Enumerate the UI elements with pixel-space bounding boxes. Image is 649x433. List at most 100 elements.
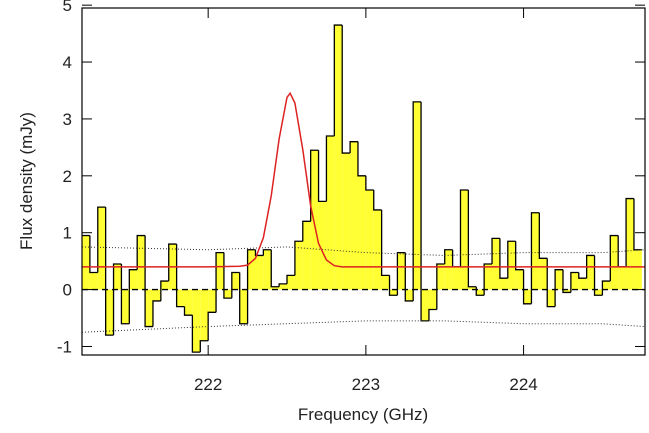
bar bbox=[389, 289, 398, 296]
bar bbox=[145, 289, 153, 327]
step-edge bbox=[97, 206, 106, 273]
y-tick-label: 5 bbox=[63, 0, 72, 15]
step-edge bbox=[207, 311, 217, 341]
step-edge bbox=[302, 220, 311, 242]
step-edge bbox=[341, 25, 351, 154]
step-edge bbox=[144, 235, 153, 328]
y-tick-label: -1 bbox=[57, 337, 72, 356]
step-edge bbox=[499, 238, 508, 279]
bar bbox=[492, 238, 500, 290]
noise-upper bbox=[82, 246, 645, 256]
bar bbox=[507, 241, 516, 290]
step-edge bbox=[278, 283, 288, 287]
bar bbox=[184, 289, 193, 316]
bar bbox=[460, 190, 469, 290]
bar bbox=[263, 249, 272, 290]
bar bbox=[97, 207, 106, 290]
bar bbox=[484, 263, 493, 290]
bar bbox=[137, 235, 146, 290]
step-edge bbox=[223, 252, 232, 299]
step-edge bbox=[262, 249, 272, 256]
step-edge bbox=[160, 280, 169, 301]
noise-lower bbox=[82, 320, 645, 333]
step-edge bbox=[554, 269, 563, 307]
bar bbox=[397, 252, 406, 290]
x-tick-label: 224 bbox=[509, 375, 537, 394]
y-axis-label: Flux density (mJy) bbox=[17, 112, 36, 250]
bar bbox=[476, 289, 485, 296]
fit-curve bbox=[82, 91, 645, 268]
step-edge bbox=[380, 209, 390, 277]
step-edge bbox=[546, 258, 556, 308]
bar bbox=[216, 252, 224, 290]
step-edge bbox=[349, 141, 358, 154]
bar bbox=[626, 198, 634, 290]
bar bbox=[444, 249, 453, 290]
bar bbox=[602, 281, 611, 290]
bar bbox=[468, 286, 477, 290]
step-edge bbox=[325, 135, 335, 202]
step-edge bbox=[89, 235, 98, 274]
bar bbox=[121, 289, 130, 324]
bar bbox=[405, 289, 414, 301]
step-edge bbox=[191, 315, 201, 353]
bar bbox=[318, 201, 327, 290]
bar bbox=[594, 289, 603, 296]
step-edge bbox=[183, 306, 193, 316]
step-edge bbox=[570, 271, 579, 293]
step-edge bbox=[136, 234, 146, 270]
bar bbox=[562, 289, 571, 293]
bar bbox=[499, 278, 508, 290]
bar bbox=[113, 263, 122, 290]
bar bbox=[428, 289, 437, 310]
y-tick-label: 1 bbox=[63, 224, 72, 243]
bar bbox=[200, 289, 209, 341]
step-edge bbox=[254, 249, 264, 257]
step-edge bbox=[538, 212, 548, 259]
bar bbox=[342, 153, 351, 290]
bar bbox=[555, 269, 563, 290]
step-edge bbox=[491, 237, 500, 264]
step-edge bbox=[239, 272, 248, 325]
bar bbox=[247, 249, 256, 290]
y-tick-label: 3 bbox=[63, 110, 72, 129]
bar bbox=[192, 289, 201, 353]
step-edge bbox=[625, 197, 634, 267]
step-edge bbox=[444, 249, 453, 264]
step-edge bbox=[310, 149, 319, 222]
y-tick-label: 0 bbox=[63, 281, 72, 300]
bar bbox=[570, 272, 579, 290]
bar bbox=[633, 249, 642, 290]
step-edge bbox=[231, 271, 240, 299]
step-edge bbox=[404, 252, 414, 302]
x-tick-label: 222 bbox=[194, 375, 222, 394]
bar bbox=[452, 266, 461, 290]
step-edge bbox=[105, 207, 114, 336]
bar bbox=[350, 141, 358, 290]
bar bbox=[373, 209, 382, 290]
step-edge bbox=[270, 249, 280, 288]
bar bbox=[176, 289, 185, 307]
step-edge bbox=[436, 263, 445, 310]
bar bbox=[152, 289, 161, 301]
step-edge bbox=[633, 198, 642, 251]
step-edge bbox=[199, 340, 209, 353]
step-edge bbox=[412, 101, 422, 301]
bar bbox=[105, 289, 114, 336]
step-edge bbox=[388, 275, 398, 296]
step-edge bbox=[317, 150, 327, 203]
bar bbox=[436, 263, 445, 290]
step-edge bbox=[128, 269, 138, 324]
bar bbox=[231, 272, 240, 290]
step-edge bbox=[578, 272, 587, 279]
step-edge bbox=[428, 308, 437, 321]
bar bbox=[82, 235, 90, 290]
bar bbox=[326, 135, 335, 290]
bar bbox=[413, 101, 422, 290]
bar bbox=[539, 258, 548, 290]
bar bbox=[129, 269, 138, 290]
bar bbox=[523, 289, 532, 304]
step-edge bbox=[609, 234, 619, 282]
step-edge bbox=[420, 101, 429, 322]
step-edge bbox=[120, 263, 130, 325]
